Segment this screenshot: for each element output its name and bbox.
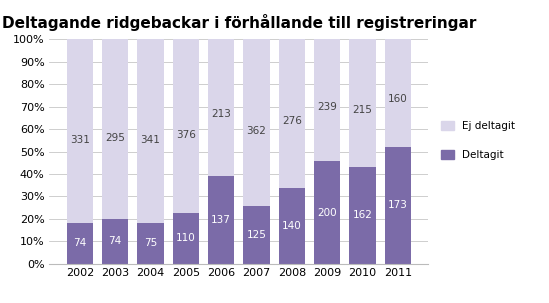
Bar [349, 39, 376, 167]
Text: 75: 75 [144, 238, 157, 248]
Bar [349, 167, 376, 264]
Bar [278, 188, 305, 264]
Bar [208, 39, 234, 176]
Text: 160: 160 [388, 94, 407, 104]
Bar [243, 206, 270, 264]
Text: 331: 331 [70, 135, 90, 145]
Text: 200: 200 [317, 208, 337, 218]
Bar [172, 39, 199, 213]
Bar [102, 39, 128, 219]
Text: 295: 295 [105, 133, 125, 143]
Text: 362: 362 [247, 126, 266, 136]
Bar [314, 161, 340, 264]
Bar [137, 39, 164, 223]
Text: 110: 110 [176, 233, 195, 243]
Text: 213: 213 [211, 109, 231, 119]
Text: 125: 125 [247, 230, 266, 240]
Bar [384, 39, 411, 147]
Text: 173: 173 [388, 200, 408, 210]
Bar [243, 39, 270, 206]
Text: 215: 215 [352, 105, 372, 115]
Bar [314, 39, 340, 161]
Bar [137, 223, 164, 264]
Bar [384, 147, 411, 264]
Text: 162: 162 [352, 211, 372, 221]
Bar [66, 39, 93, 223]
Bar [172, 213, 199, 264]
Text: 276: 276 [282, 116, 302, 126]
Text: 140: 140 [282, 221, 301, 231]
Legend: Ej deltagit, Deltagit: Ej deltagit, Deltagit [437, 117, 519, 164]
Bar [208, 176, 234, 264]
Text: 74: 74 [109, 236, 122, 246]
Bar [102, 219, 128, 264]
Text: 137: 137 [211, 215, 231, 225]
Bar [278, 39, 305, 188]
Text: 239: 239 [317, 102, 337, 112]
Text: 74: 74 [73, 238, 87, 248]
Title: Deltagande ridgebackar i förhållande till registreringar: Deltagande ridgebackar i förhållande til… [2, 14, 476, 31]
Text: 376: 376 [176, 130, 196, 140]
Text: 341: 341 [141, 135, 160, 145]
Bar [66, 223, 93, 264]
